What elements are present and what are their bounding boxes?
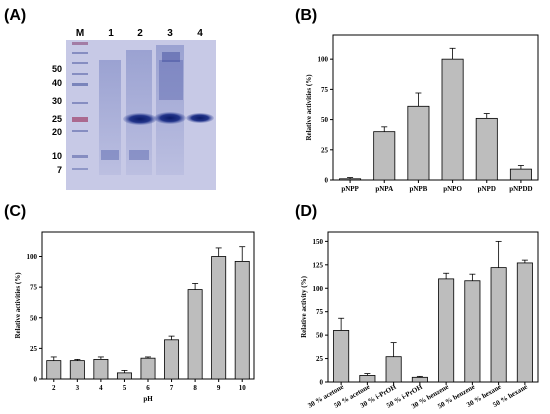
y-tick-label: 100: [313, 285, 324, 293]
marker-label-20: 20: [52, 127, 62, 137]
y-tick-label: 0: [325, 177, 329, 185]
bar: [116, 372, 132, 380]
x-tick-label: 10: [239, 384, 247, 392]
bar: [187, 289, 203, 380]
lane-3: [156, 45, 184, 175]
marker-label-7: 7: [57, 165, 62, 175]
x-tick-label: 4: [99, 384, 103, 392]
band-lane-2: [123, 113, 157, 125]
x-tick-label: pNPDD: [509, 185, 532, 193]
bar: [333, 330, 350, 383]
plot-frame: [327, 231, 539, 383]
bar: [509, 168, 532, 181]
bar: [373, 131, 396, 181]
marker-lane: [72, 42, 88, 170]
y-tick-label: 0: [320, 379, 324, 387]
bar: [164, 339, 180, 380]
bar: [234, 260, 250, 380]
lane-label-1: 1: [108, 28, 114, 39]
bar: [411, 376, 428, 383]
y-tick-label: 50: [316, 332, 324, 340]
y-tick-label: 50: [321, 116, 329, 124]
y-axis-label: Relative activity (%): [300, 275, 308, 337]
lane-label-m: M: [76, 28, 84, 39]
plot-frame: [332, 34, 539, 181]
panel-label-c: (C): [4, 203, 26, 220]
x-tick-label: 8: [193, 384, 197, 392]
x-tick-label: pNPD: [478, 185, 496, 193]
bar: [359, 375, 376, 383]
panel-label-b: (B): [295, 7, 317, 24]
chart-substrate-specificity: 0 25 50 75 100 Relative activities (%) pNPP pNP…: [305, 34, 539, 193]
panel-label-a: (A): [4, 7, 26, 24]
x-tick-label: 3: [76, 384, 80, 392]
y-axis-label: Relative activities (%): [14, 272, 22, 339]
bar: [211, 256, 227, 380]
panel-label-d: (D): [295, 203, 317, 220]
bar: [93, 358, 109, 380]
y-tick-label: 0: [34, 376, 38, 384]
y-tick-label: 75: [30, 284, 38, 292]
bar: [385, 356, 402, 383]
y-tick-label: 25: [321, 146, 329, 154]
y-tick-label: 75: [321, 86, 329, 94]
gel-image: M 1 2 3 4 50 40 30 25 20 10 7: [52, 28, 216, 190]
bar: [339, 178, 362, 181]
bar: [516, 262, 533, 383]
x-tick-label: 7: [170, 384, 174, 392]
x-axis-label: pH: [143, 395, 153, 403]
y-tick-label: 25: [316, 355, 324, 363]
marker-label-40: 40: [52, 78, 62, 88]
lane-label-3: 3: [167, 28, 173, 39]
lane-label-2: 2: [137, 28, 143, 39]
marker-label-25: 25: [52, 114, 62, 124]
y-tick-label: 25: [30, 345, 38, 353]
band-lane-4: [186, 113, 214, 123]
y-axis-label: Relative activities (%): [305, 74, 313, 141]
x-tick-label: pNPB: [409, 185, 427, 193]
x-tick-label: pNPO: [443, 185, 462, 193]
x-tick-label: 5: [123, 384, 127, 392]
x-tick-label: pNPA: [375, 185, 393, 193]
band-lane-3: [154, 112, 186, 124]
y-tick-label: 100: [27, 253, 38, 261]
x-tick-label: 9: [217, 384, 221, 392]
y-tick-label: 75: [316, 308, 324, 316]
bar: [475, 117, 498, 181]
y-tick-label: 50: [30, 314, 38, 322]
bar: [140, 357, 156, 380]
x-tick-label: 2: [52, 384, 56, 392]
bar: [490, 267, 507, 383]
y-tick-label: 100: [318, 56, 329, 64]
chart-ph-profile: 0 25 50 75 100 Relative activities (%) 2 3 4 5 6 7 8…: [14, 231, 255, 403]
bar: [441, 58, 464, 181]
x-tick-label: pNPP: [341, 185, 359, 193]
marker-label-30: 30: [52, 96, 62, 106]
lane-label-4: 4: [197, 28, 203, 39]
bar: [69, 360, 85, 380]
lane-1: [99, 60, 121, 175]
y-tick-label: 150: [313, 238, 324, 246]
y-tick-label: 125: [313, 261, 324, 269]
x-tick-label: 6: [146, 384, 150, 392]
bar: [407, 105, 430, 181]
bar: [438, 278, 455, 383]
bar: [46, 360, 62, 380]
marker-label-50: 50: [52, 64, 62, 74]
bar: [464, 280, 481, 383]
marker-label-10: 10: [52, 151, 62, 161]
